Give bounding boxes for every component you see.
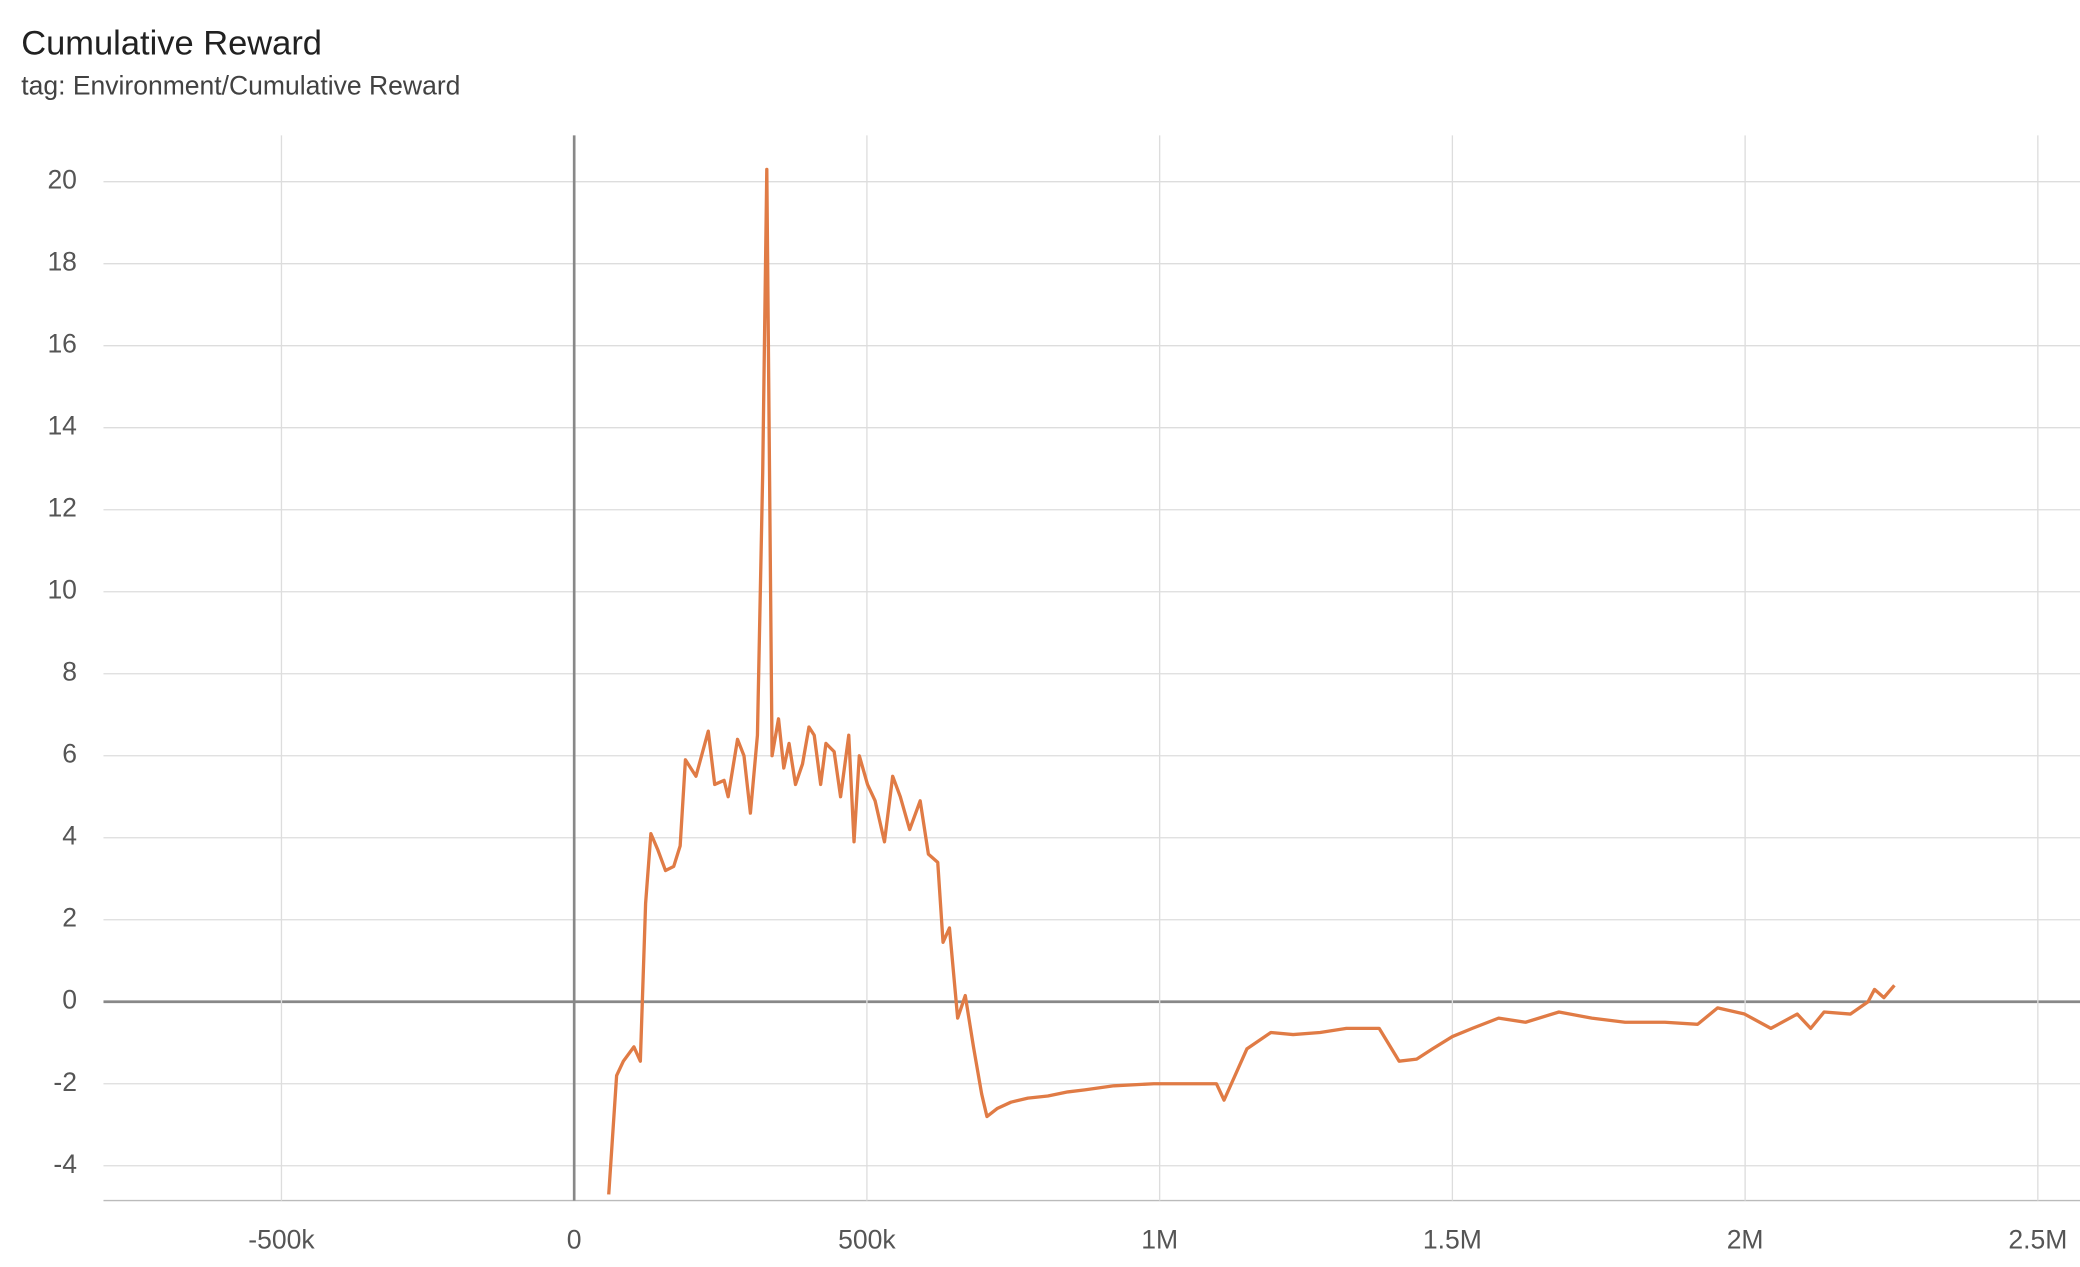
y-tick-label: 0 bbox=[62, 985, 77, 1015]
x-tick-label: 500k bbox=[838, 1225, 896, 1255]
x-tick-label: -500k bbox=[248, 1225, 315, 1255]
y-tick-label: 16 bbox=[47, 329, 76, 359]
x-tick-label: 2M bbox=[1727, 1225, 1764, 1255]
y-tick-label: 12 bbox=[47, 493, 76, 523]
y-tick-label: 2 bbox=[62, 903, 77, 933]
y-tick-label: -2 bbox=[53, 1067, 77, 1097]
x-tick-label: 1M bbox=[1141, 1225, 1178, 1255]
y-tick-label: 14 bbox=[47, 411, 76, 441]
x-tick-label: 1.5M bbox=[1423, 1225, 1482, 1255]
y-tick-label: 4 bbox=[62, 821, 77, 851]
grid: -4 -2 0 2 4 6 8 10 12 14 16 18 20 -500k 0 500k 1M 1.5M 2M 2… bbox=[47, 135, 2080, 1255]
y-tick-label: 6 bbox=[62, 739, 77, 769]
y-tick-label: 10 bbox=[47, 575, 76, 605]
chart-subtitle: tag: Environment/Cumulative Reward bbox=[21, 71, 460, 101]
plot bbox=[607, 167, 1896, 1195]
y-tick-label: -4 bbox=[53, 1149, 77, 1179]
y-tick-label: 20 bbox=[47, 165, 76, 195]
x-tick-label: 2.5M bbox=[2008, 1225, 2067, 1255]
y-tick-label: 18 bbox=[47, 247, 76, 277]
y-tick-label: 8 bbox=[62, 657, 77, 687]
data-line bbox=[607, 167, 1896, 1195]
chart-title: Cumulative Reward bbox=[21, 24, 322, 62]
x-tick-label: 0 bbox=[567, 1225, 582, 1255]
